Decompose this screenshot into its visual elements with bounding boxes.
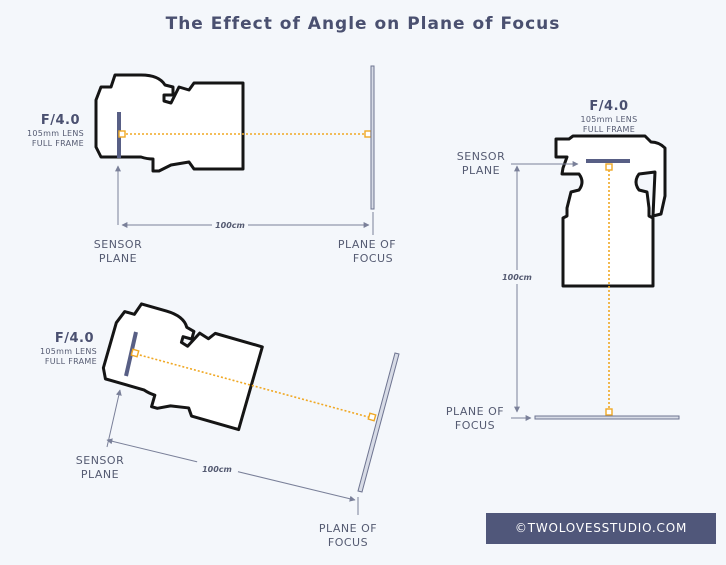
format-label-3: FULL FRAME	[583, 125, 635, 134]
focus-label-2-line1: PLANE OF	[319, 522, 377, 535]
camera-angled: 100cm F/4.0 105mm LENS FULL FRAME SENSOR…	[40, 297, 400, 549]
focus-line-2	[135, 353, 373, 419]
sensor-label-3-line2: PLANE	[462, 164, 500, 177]
focus-label-1-line1: PLANE OF	[338, 238, 396, 251]
format-label-2: FULL FRAME	[45, 357, 97, 366]
focus-label-1-line2: FOCUS	[353, 252, 393, 265]
distance-bg-2	[195, 458, 239, 480]
credit-banner: ©TWOLOVESSTUDIO.COM	[486, 513, 716, 544]
lens-label-2: 105mm LENS	[40, 347, 97, 356]
focus-marker-3	[605, 408, 613, 416]
sensor-label-1-line1: SENSOR	[94, 238, 142, 251]
camera-body-2	[95, 297, 267, 433]
focus-marker-1	[364, 130, 372, 138]
camera-downward: 100cm F/4.0 105mm LENS FULL FRAME SENSOR…	[446, 99, 680, 432]
distance-label-2: 100cm	[202, 465, 232, 474]
lens-label-3: 105mm LENS	[581, 115, 638, 124]
sensor-marker-3	[605, 163, 613, 171]
diagram-title: The Effect of Angle on Plane of Focus	[165, 14, 561, 34]
sensor-label-2-line1: SENSOR	[76, 454, 124, 467]
focus-label-3-line1: PLANE OF	[446, 405, 504, 418]
distance-label-1: 100cm	[215, 221, 245, 230]
distance-bg-3	[501, 270, 535, 284]
sensor-arrow-2	[106, 389, 122, 448]
focus-plane-1	[370, 65, 375, 210]
camera-straight: 100cm F/4.0 105mm LENS FULL FRAME SENSOR…	[27, 65, 396, 265]
aperture-label-1: F/4.0	[41, 113, 80, 128]
aperture-label-3: F/4.0	[589, 99, 628, 114]
focus-label-3-line2: FOCUS	[455, 419, 495, 432]
sensor-marker-2	[130, 348, 140, 358]
focus-plane-3	[534, 415, 680, 420]
sensor-label-1-line2: PLANE	[99, 252, 137, 265]
sensor-label-2-line2: PLANE	[81, 468, 119, 481]
sensor-marker-1	[118, 130, 126, 138]
distance-label-3: 100cm	[502, 273, 532, 282]
focus-marker-2	[367, 412, 377, 422]
lens-label-1: 105mm LENS	[27, 129, 84, 138]
camera-body-3	[554, 134, 667, 288]
format-label-1: FULL FRAME	[32, 139, 84, 148]
aperture-label-2: F/4.0	[55, 331, 94, 346]
distance-bg-1	[212, 219, 248, 231]
focus-plane-2	[357, 352, 400, 493]
focus-label-2-line2: FOCUS	[328, 536, 368, 549]
sensor-label-3-line1: SENSOR	[457, 150, 505, 163]
